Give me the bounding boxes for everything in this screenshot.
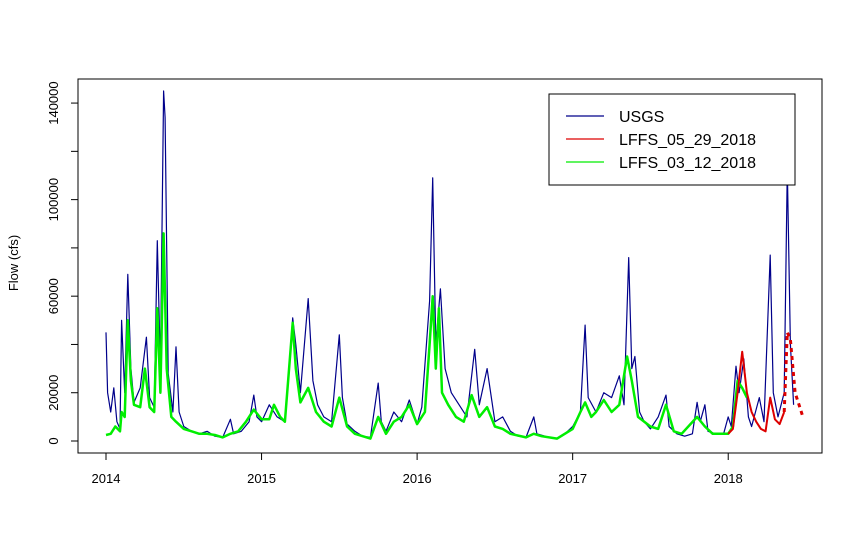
series-line-USGS: [105, 90, 795, 440]
series-layer: [105, 90, 805, 440]
legend-label: USGS: [619, 109, 664, 126]
y-axis-title: Flow (cfs): [6, 235, 21, 291]
y-tick-label: 20000: [46, 375, 61, 411]
legend-label: LFFS_05_29_2018: [619, 132, 756, 149]
x-tick-label: 2017: [558, 471, 587, 486]
series-line-LFFS_03_12_2018: [105, 232, 749, 440]
legend-box: [548, 93, 796, 186]
plot-frame: [77, 78, 823, 454]
y-tick-label: 60000: [46, 278, 61, 314]
x-tick-label: 2018: [714, 471, 743, 486]
x-tick-label: 2015: [247, 471, 276, 486]
x-tick-label: 2016: [403, 471, 432, 486]
y-tick-label: 0: [46, 437, 61, 444]
y-tick-label: 140000: [46, 81, 61, 124]
legend-label: LFFS_03_12_2018: [619, 155, 756, 172]
series-line-LFFS_05_29_2018-dotted: [782, 331, 805, 418]
y-tick-label: 100000: [46, 178, 61, 221]
x-tick-label: 2014: [92, 471, 121, 486]
series-line-LFFS_05_29_2018: [727, 350, 786, 435]
